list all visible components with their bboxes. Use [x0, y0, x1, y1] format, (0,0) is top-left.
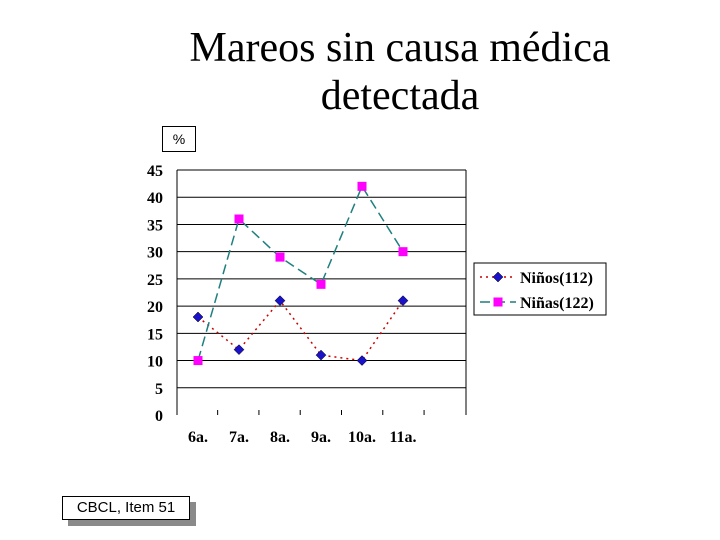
data-point-series-1: [397, 295, 409, 307]
data-point-series-2: [398, 247, 408, 257]
source-label: CBCL, Item 51: [62, 496, 190, 520]
y-unit-label: %: [162, 126, 196, 152]
data-point-series-1: [274, 295, 286, 307]
y-tick-label: 30: [147, 245, 163, 262]
legend-label-2: Niñas(122): [520, 295, 594, 312]
grid-lines: [177, 169, 466, 389]
legend-label-1: Niños(112): [520, 270, 593, 287]
data-point-series-2: [234, 214, 244, 224]
y-tick-label: 40: [147, 190, 163, 207]
y-tick-label: 5: [155, 381, 163, 398]
legend-marker-1: [492, 271, 504, 283]
series-lines: [192, 181, 409, 366]
legend-marker-2: [493, 297, 503, 307]
x-tick-label: 6a.: [188, 429, 208, 446]
y-tick-label: 20: [147, 299, 163, 316]
series-line-2: [197, 184, 404, 361]
x-tick-labels: 6a. 7a. 8a. 9a. 10a. 11a.: [188, 429, 417, 446]
y-tick-label: 10: [147, 354, 163, 371]
y-tick-label: 0: [155, 408, 163, 425]
data-point-series-2: [275, 252, 285, 262]
data-point-series-1: [233, 344, 245, 356]
y-tick-label: 15: [147, 326, 163, 343]
x-tick-label: 8a.: [270, 429, 290, 446]
x-tick-label: 7a.: [229, 429, 249, 446]
y-tick-label: 35: [147, 217, 163, 234]
data-point-series-1: [356, 355, 368, 366]
y-tick-label: 45: [147, 163, 163, 180]
chart-title: Mareos sin causa médica detectada: [189, 25, 611, 119]
data-point-series-2: [193, 356, 203, 366]
x-tick-label: 11a.: [389, 429, 416, 446]
data-point-series-1: [192, 311, 204, 323]
legend: Niños(112) Niñas(122): [473, 262, 607, 316]
data-point-series-2: [316, 279, 326, 289]
y-tick-label: 25: [147, 272, 163, 289]
x-tick-label: 10a.: [348, 429, 376, 446]
data-point-series-2: [357, 181, 367, 191]
y-tick-labels: 0 5 10 15 20 25 30 35 40 45: [147, 163, 163, 425]
axes: [176, 170, 467, 415]
data-point-series-1: [315, 349, 327, 361]
x-tick-label: 9a.: [311, 429, 331, 446]
series-line-1: [197, 299, 404, 362]
